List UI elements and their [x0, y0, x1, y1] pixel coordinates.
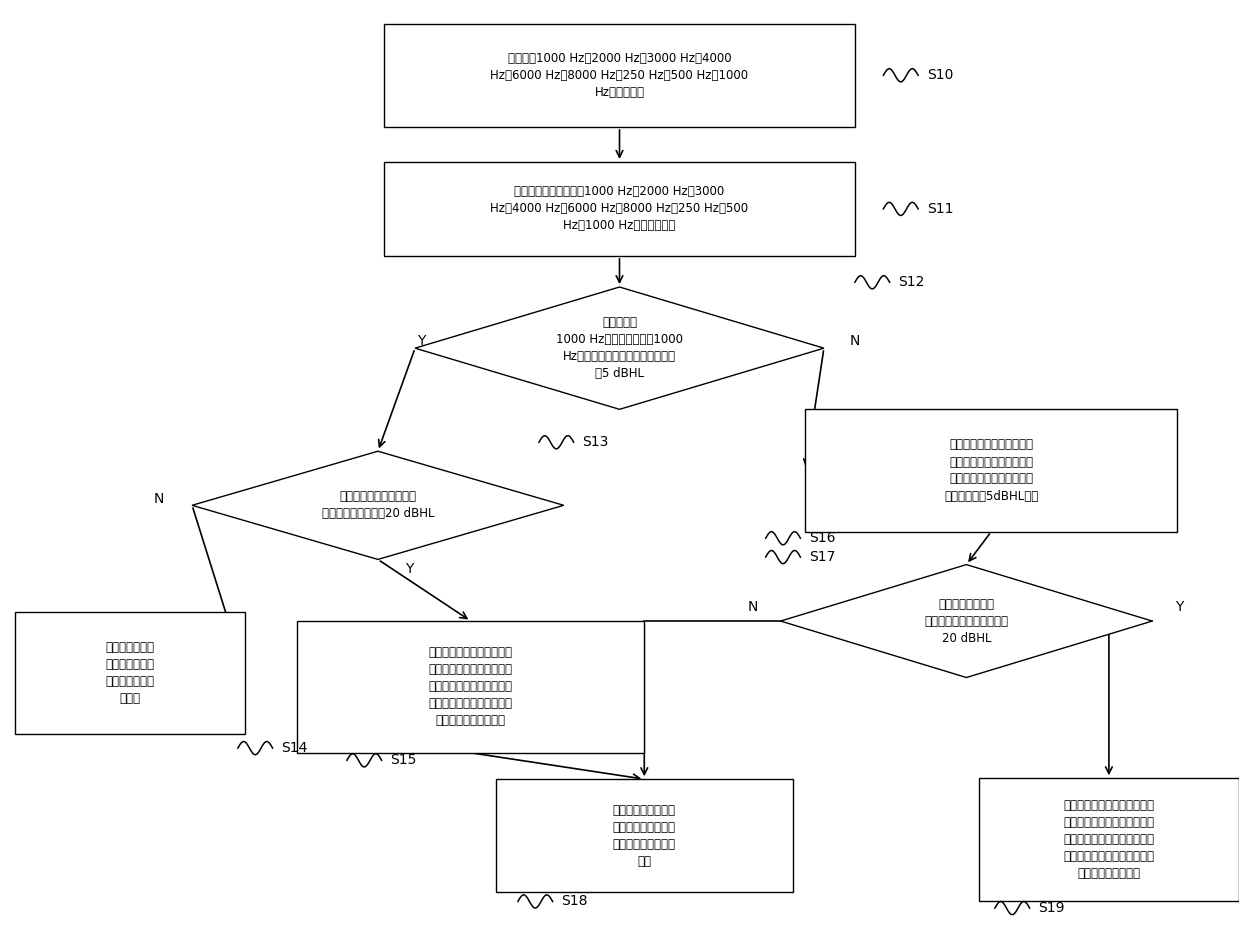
- Text: S11: S11: [927, 202, 953, 215]
- Text: Y: Y: [405, 563, 413, 576]
- Text: 判断第一个
1000 Hz频率与最后一个1000
Hz频率下的听阈差别是否小于或等
于5 dBHL: 判断第一个 1000 Hz频率与最后一个1000 Hz频率下的听阈差别是否小于或…: [556, 316, 683, 380]
- Text: Y: Y: [1176, 600, 1183, 614]
- FancyBboxPatch shape: [297, 621, 644, 753]
- Text: S10: S10: [927, 69, 953, 82]
- Text: 测试所述两个倍频频率之间的
半倍频频率的听阈，并根据半
倍频频率的听阈和最后一次测
试的用户在所述多个频率下的
听阈生成听力曲线图: 测试所述两个倍频频率之间的 半倍频频率的听阈，并根据半 倍频频率的听阈和最后一次…: [1063, 799, 1155, 880]
- Polygon shape: [781, 565, 1152, 678]
- FancyBboxPatch shape: [979, 778, 1239, 901]
- Text: S18: S18: [561, 895, 587, 908]
- Text: S13: S13: [582, 436, 608, 449]
- Text: N: N: [748, 600, 758, 614]
- Text: 根据所述用户在
所述多个频率下
的听阈生成听力
曲线图: 根据所述用户在 所述多个频率下 的听阈生成听力 曲线图: [105, 641, 155, 705]
- Text: 根据最后一次测试的
用户在所述多个频率
下的听阈生成听力曲
线图: 根据最后一次测试的 用户在所述多个频率 下的听阈生成听力曲 线图: [613, 804, 675, 868]
- Text: 判断两个倍频频率
的听阈相差是否大于或等于
20 dBHL: 判断两个倍频频率 的听阈相差是否大于或等于 20 dBHL: [924, 598, 1009, 645]
- Text: S19: S19: [1038, 901, 1064, 915]
- Polygon shape: [415, 287, 824, 409]
- FancyBboxPatch shape: [384, 24, 855, 127]
- Text: S12: S12: [898, 276, 924, 289]
- Text: S15: S15: [390, 754, 416, 767]
- Text: S16: S16: [809, 532, 835, 545]
- Polygon shape: [192, 451, 564, 559]
- FancyBboxPatch shape: [15, 612, 245, 734]
- Text: Y: Y: [418, 334, 425, 347]
- Text: 依次输出1000 Hz、2000 Hz、3000 Hz、4000
Hz、6000 Hz、8000 Hz、250 Hz、500 Hz、1000
Hz下的测试音: 依次输出1000 Hz、2000 Hz、3000 Hz、4000 Hz、6000…: [491, 52, 748, 99]
- FancyBboxPatch shape: [496, 779, 793, 892]
- Text: 判断两个倍频频率的听阈
相差是否大于或等于20 dBHL: 判断两个倍频频率的听阈 相差是否大于或等于20 dBHL: [322, 490, 434, 520]
- Text: S17: S17: [809, 550, 835, 564]
- Text: N: N: [154, 492, 164, 505]
- Text: 测试所述两个倍频频率之间
的半倍频频率的听阈，并根
据所述半倍频频率的听阈和
所述用户在所述多个频率下
的听阈生成听力曲线图: 测试所述两个倍频频率之间 的半倍频频率的听阈，并根 据所述半倍频频率的听阈和 所…: [429, 646, 513, 727]
- FancyBboxPatch shape: [805, 409, 1177, 532]
- Text: 依次测试和记录用户在1000 Hz、2000 Hz、3000
Hz、4000 Hz、6000 Hz、8000 Hz、250 Hz、500
Hz、1000 Hz频: 依次测试和记录用户在1000 Hz、2000 Hz、3000 Hz、4000 H…: [491, 185, 748, 232]
- Text: S14: S14: [281, 742, 307, 755]
- FancyBboxPatch shape: [384, 162, 855, 256]
- Text: 重新依次测试用户在所述多
个频率下的听阈，直至每个
频率的相邻两次测试结果相
差小于或等于5dBHL为止: 重新依次测试用户在所述多 个频率下的听阈，直至每个 频率的相邻两次测试结果相 差…: [944, 439, 1038, 502]
- Text: N: N: [850, 334, 860, 347]
